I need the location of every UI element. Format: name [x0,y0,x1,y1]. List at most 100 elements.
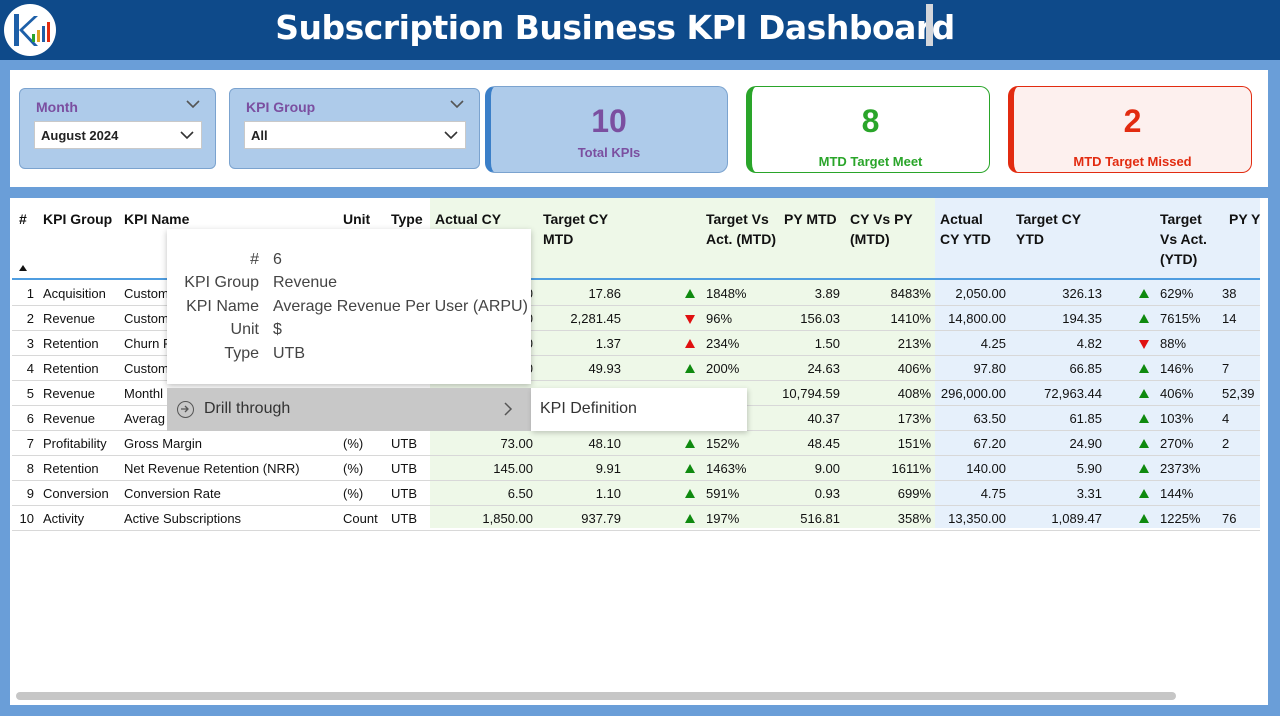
cell-py-ytd: 76 [1222,511,1237,526]
kpi-group-dropdown[interactable]: All [244,121,466,149]
chevron-down-icon[interactable] [185,97,201,111]
cell-group: Acquisition [43,286,106,301]
drill-through-menu-item[interactable]: Drill through [167,388,531,431]
cell-target-vs-act-mtd: 1848% [706,286,747,301]
cell-name: Custom [124,286,169,301]
sort-ascending-icon[interactable] [19,265,27,271]
cell-target-vs-act-mtd: 591% [706,486,740,501]
table-row[interactable]: 7 Profitability Gross Margin (%) UTB 73.00 48.… [10,430,1268,455]
cell-unit: (%) [343,486,364,501]
chevron-down-icon[interactable] [443,128,459,142]
cell-actual-cy-mtd: 145.00 [493,461,533,476]
cell-num: 5 [26,386,34,401]
table-row[interactable]: 8 Retention Net Revenue Retention (NRR) (%)… [10,455,1268,480]
cell-target-vs-act-mtd: 200% [706,361,740,376]
col-header-actual-cy-mtd[interactable]: Actual CY [435,211,502,227]
cell-target-cy-ytd: 326.13 [1062,286,1102,301]
col-header-py-ytd[interactable]: PY Y [1229,211,1261,227]
horizontal-scrollbar[interactable] [16,692,1176,700]
cell-target-vs-act-ytd: 2373% [1160,461,1201,476]
cell-target-vs-act-ytd: 270% [1160,436,1194,451]
cell-unit: Count [343,511,378,526]
col-header-cy-vs-py-mtd[interactable]: CY Vs PY (MTD) [850,211,913,247]
cell-type: UTB [391,486,417,501]
chevron-down-icon[interactable] [449,97,465,111]
cell-py-mtd: 1.50 [814,336,840,351]
cell-target-cy-ytd: 3.31 [1076,486,1102,501]
col-header-target-cy-mtd[interactable]: Target CY MTD [543,211,608,247]
cell-target-vs-act-ytd: 7615% [1160,311,1201,326]
cell-py-ytd: 7 [1222,361,1230,376]
kpi-definition-menu-item[interactable]: KPI Definition [531,388,747,431]
col-header-target-cy-ytd[interactable]: Target CY YTD [1016,211,1081,247]
table-row[interactable]: 9 Conversion Conversion Rate (%) UTB 6.50 1.10… [10,480,1268,505]
table-row[interactable]: 6 Revenue Averag 40.37 173% 63.50 61.85 103% 4 [10,405,1268,430]
dashboard-title: Subscription Business KPI Dashboard [275,8,955,47]
col-header-kpi-name[interactable]: KPI Name [124,211,190,227]
row-divider [12,480,1260,481]
tooltip-group-value: Revenue [273,274,338,291]
col-header-actual-cy-ytd[interactable]: Actual CY YTD [940,211,991,247]
col-header-target-vs-act-ytd[interactable]: Target Vs Act. (YTD) [1160,211,1207,267]
cell-target-cy-mtd: 1.37 [595,336,621,351]
cell-py-mtd: 0.93 [814,486,840,501]
cell-group: Activity [43,511,85,526]
cell-target-cy-mtd: 9.91 [595,461,621,476]
cell-target-cy-ytd: 4.82 [1076,336,1102,351]
up-arrow-icon [685,489,695,498]
cell-name: Churn F [124,336,171,351]
total-kpis-value: 10 [591,103,627,139]
cell-group: Retention [43,361,99,376]
cell-type: UTB [391,436,417,451]
cell-actual-cy-ytd: 4.25 [980,336,1006,351]
cell-name: Custom [124,361,169,376]
up-arrow-icon [685,439,695,448]
cell-py-ytd: 4 [1222,411,1230,426]
cell-target-cy-ytd: 72,963.44 [1044,386,1102,401]
drill-through-icon [177,401,194,418]
cell-num: 6 [26,411,34,426]
header-divider [926,4,933,46]
cell-cy-vs-py-mtd: 8483% [890,286,931,301]
cell-type: UTB [391,511,417,526]
cell-actual-cy-mtd: 1,850.00 [482,511,533,526]
cell-py-mtd: 24.63 [807,361,840,376]
table-row[interactable]: 5 Revenue Monthl 10,794.59 408% 296,000.00 72,… [10,380,1268,405]
col-header-py-mtd[interactable]: PY MTD [784,211,837,227]
col-header-kpi-group[interactable]: KPI Group [43,211,113,227]
cell-target-cy-ytd: 24.90 [1069,436,1102,451]
month-dropdown[interactable]: August 2024 [34,121,202,149]
table-row[interactable]: 1AcquisitionCustom017.861848%3.898483%2,… [10,280,1268,305]
cell-py-mtd: 516.81 [800,511,840,526]
mtd-target-meet-card: 8 MTD Target Meet [746,86,990,173]
col-header-type[interactable]: Type [391,211,423,227]
cell-group: Revenue [43,411,96,426]
row-divider [12,530,1260,531]
cell-actual-cy-ytd: 13,350.00 [948,511,1006,526]
col-header-target-vs-act-mtd[interactable]: Target Vs Act. (MTD) [706,211,776,247]
kpi-group-dropdown-value: All [251,128,268,143]
table-row[interactable]: 4RetentionCustom049.93200%24.63406%97.80… [10,355,1268,380]
table-row[interactable]: 10 Activity Active Subscriptions Count UTB 1,… [10,505,1268,530]
up-arrow-icon [1139,464,1149,473]
cell-target-cy-mtd: 48.10 [588,436,621,451]
cell-cy-vs-py-mtd: 1410% [890,311,931,326]
col-header-num[interactable]: # [19,211,27,227]
cell-cy-vs-py-mtd: 173% [897,411,931,426]
cell-py-ytd: 52,39 [1222,386,1255,401]
cell-actual-cy-ytd: 140.00 [966,461,1006,476]
cell-target-vs-act-ytd: 146% [1160,361,1194,376]
col-header-unit[interactable]: Unit [343,211,371,227]
cell-target-cy-mtd: 1.10 [595,486,621,501]
cell-unit: (%) [343,436,364,451]
kpi-group-slicer[interactable]: KPI Group All [229,88,480,169]
cell-cy-vs-py-mtd: 408% [897,386,931,401]
cell-actual-cy-ytd: 67.20 [973,436,1006,451]
table-row[interactable]: 2RevenueCustom02,281.4596%156.031410%14,… [10,305,1268,330]
cell-target-vs-act-ytd: 144% [1160,486,1194,501]
chevron-down-icon[interactable] [179,128,195,142]
row-divider [12,380,1260,381]
tooltip-type-key: Type [224,345,259,362]
month-slicer[interactable]: Month August 2024 [19,88,216,169]
